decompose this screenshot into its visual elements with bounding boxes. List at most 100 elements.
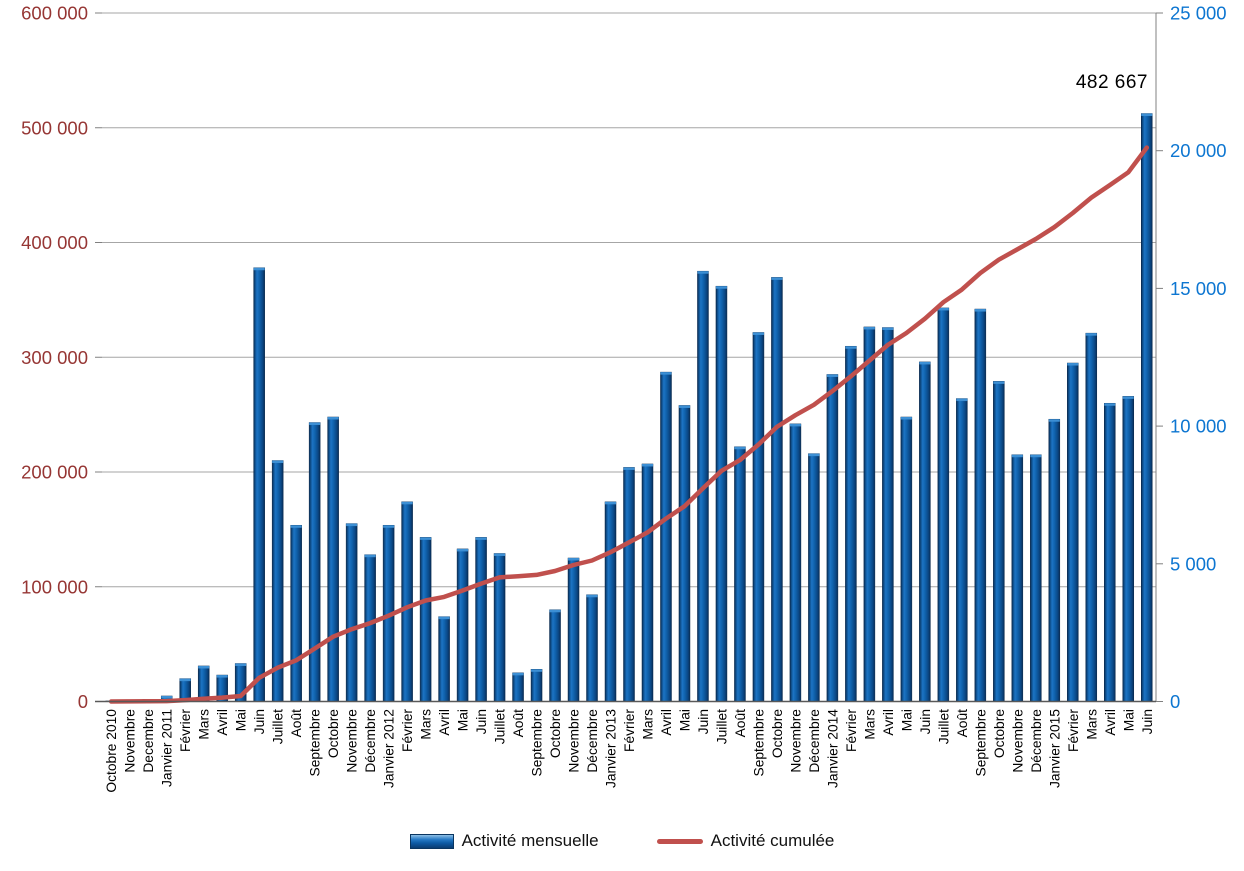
y-axis-left-label: 500 000 <box>21 117 88 138</box>
x-axis-label: Novembre <box>345 709 360 773</box>
bar-bevel <box>974 309 986 312</box>
bar-bevel <box>253 267 265 271</box>
bar-bevel <box>697 271 709 274</box>
bar <box>308 422 321 702</box>
bar <box>845 345 857 702</box>
x-axis-label: Août <box>289 709 304 738</box>
x-axis-label: Mai <box>234 709 249 731</box>
bar-bevel <box>826 374 838 377</box>
x-axis-label: Mai <box>899 709 914 731</box>
x-axis-label: Octobre <box>770 709 785 758</box>
y-axis-right-label: 5 000 <box>1170 553 1216 574</box>
x-axis-label: Août <box>955 709 970 738</box>
bar-bevel <box>1048 419 1060 422</box>
bar <box>401 501 413 702</box>
bar <box>1085 332 1098 702</box>
bar-bevel <box>771 277 783 280</box>
bar <box>974 308 987 702</box>
bar-bevel <box>457 548 469 552</box>
x-axis-label: Janvier 2014 <box>825 709 840 788</box>
bar-bevel <box>752 332 764 335</box>
bar-bevel <box>660 372 672 375</box>
bar-bevel <box>1085 333 1097 336</box>
bar <box>567 557 580 702</box>
y-axis-left-label: 0 <box>78 691 88 712</box>
bar <box>327 416 339 702</box>
x-axis-label: Juillet <box>493 709 508 744</box>
y-axis-left-label: 400 000 <box>21 232 88 253</box>
bar-bevel <box>309 422 321 426</box>
bar <box>678 405 691 702</box>
x-axis-label: Février <box>844 709 859 752</box>
x-axis-label: Décembre <box>585 709 600 773</box>
bar-bevel <box>290 525 302 528</box>
x-axis-label: Août <box>733 709 748 738</box>
x-axis-label: Septembre <box>973 709 988 777</box>
bar <box>1104 402 1116 702</box>
legend: Activité mensuelle Activité cumulée <box>0 831 1244 851</box>
bar <box>1141 113 1153 702</box>
x-axis-label: Avril <box>881 709 896 736</box>
bar <box>882 327 894 702</box>
bar-bevel <box>882 327 894 331</box>
bar <box>290 524 302 702</box>
x-axis-label: Avril <box>437 709 452 736</box>
bar <box>660 371 672 702</box>
y-axis-right-label: 20 000 <box>1170 140 1227 161</box>
bar <box>604 501 617 702</box>
bar-bevel <box>605 501 617 505</box>
bar-bevel <box>900 417 912 420</box>
bar-bevel <box>919 361 931 365</box>
bar-bevel <box>198 665 210 669</box>
x-axis-label: Juillet <box>936 709 951 744</box>
bar-bevel <box>956 398 968 402</box>
bar-bevel <box>420 537 432 540</box>
legend-label-monthly: Activité mensuelle <box>461 831 599 850</box>
bar-bevel <box>715 286 727 289</box>
bar <box>937 307 950 702</box>
bar-bevel <box>845 346 857 349</box>
y-axis-right-label: 10 000 <box>1170 416 1227 437</box>
bar <box>993 381 1005 702</box>
bar-bevel <box>235 663 247 666</box>
bar-bevel <box>937 307 949 311</box>
bar-bevel <box>438 616 450 620</box>
bar <box>1011 454 1024 702</box>
bar-bevel <box>401 501 413 505</box>
bar-swatch-icon <box>409 833 454 849</box>
bar-bevel <box>641 463 653 467</box>
bar-bevel <box>678 405 690 408</box>
y-axis-right-label: 0 <box>1170 691 1180 712</box>
x-axis-label: Novembre <box>123 709 138 773</box>
bar-bevel <box>327 417 339 420</box>
cumulative-line <box>108 145 1150 704</box>
bar-bevel <box>568 558 580 561</box>
x-axis-label: Janvier 2015 <box>1047 709 1062 788</box>
x-axis-label: Août <box>511 709 526 738</box>
x-axis-label: Mars <box>862 709 877 740</box>
bar <box>715 285 728 702</box>
x-axis-label: Février <box>400 709 415 752</box>
bar-bevel <box>549 609 561 613</box>
x-axis-label: Septembre <box>308 709 323 777</box>
bar <box>919 361 931 702</box>
y-axis-left-label: 600 000 <box>21 3 88 24</box>
legend-item-monthly: Activité mensuelle <box>409 831 599 851</box>
bar <box>475 537 487 702</box>
bar <box>512 672 524 702</box>
x-axis-label: Juin <box>696 709 711 734</box>
bar-bevel <box>346 523 358 527</box>
bar-bevel <box>1122 396 1134 399</box>
x-axis-label: Octobre <box>326 709 341 758</box>
x-axis-label: Décembre <box>1029 709 1044 773</box>
x-axis-label: Avril <box>659 709 674 736</box>
x-axis-label: Juillet <box>271 709 286 744</box>
y-axis-right-label: 25 000 <box>1170 3 1227 24</box>
bar-bevel <box>161 695 173 699</box>
bar-bevel <box>1011 454 1023 458</box>
bar-bevel <box>512 672 524 676</box>
y-axis-left-label: 100 000 <box>21 576 88 597</box>
bar <box>197 665 210 702</box>
bar <box>623 467 635 702</box>
